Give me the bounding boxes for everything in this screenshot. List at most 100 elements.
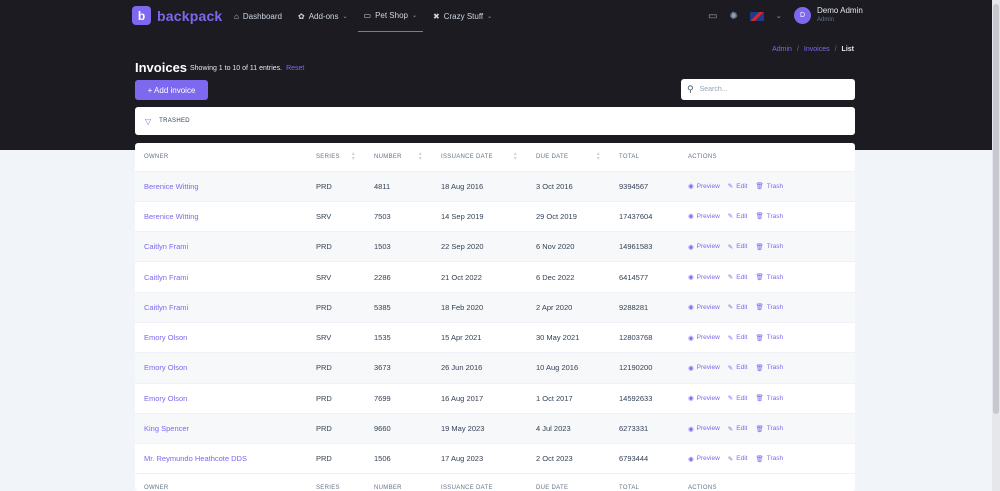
column-label: SERIES	[316, 153, 340, 160]
row-actions: ◉ Preview ✎ Edit 🗑 Trash	[688, 212, 855, 221]
edit-button[interactable]: ✎ Edit	[728, 182, 748, 191]
filter-trashed[interactable]: TRASHED	[159, 118, 190, 124]
brand[interactable]: b backpack	[132, 6, 222, 25]
cell-owner[interactable]: Emory Olson	[135, 321, 307, 353]
trash-label: Trash	[766, 425, 784, 433]
eye-icon: ◉	[688, 304, 694, 312]
preview-button[interactable]: ◉ Preview	[688, 243, 720, 251]
search-input[interactable]	[699, 86, 840, 93]
column-header-series[interactable]: SERIES ▴ ▾	[307, 143, 365, 171]
cell-total: 6793444	[610, 443, 679, 474]
cell-owner[interactable]: Berenice Witting	[135, 170, 307, 202]
user-menu[interactable]: D Demo Admin Admin	[794, 6, 863, 24]
cell-number: 9660	[365, 412, 432, 444]
edit-button[interactable]: ✎ Edit	[728, 243, 748, 251]
preview-button[interactable]: ◉ Preview	[688, 334, 720, 342]
cell-series: PRD	[307, 231, 365, 262]
row-actions: ◉ Preview ✎ Edit 🗑 Trash	[688, 303, 855, 312]
cell-issuance-date: 15 Apr 2021	[432, 321, 527, 353]
cell-owner[interactable]: Mr. Reymundo Heathcote DDS	[135, 443, 307, 474]
nav-item-crazy-stuff[interactable]: ✖ Crazy Stuff ⌄	[427, 0, 498, 32]
nav-item-add-ons[interactable]: ✿ Add-ons ⌄	[292, 0, 354, 32]
trash-button[interactable]: 🗑 Trash	[755, 455, 783, 463]
table-row: Berenice Witting PRD 4811 18 Aug 2016 3 Oct …	[135, 170, 855, 202]
footer-total: TOTAL	[610, 473, 679, 491]
trash-button[interactable]: 🗑 Trash	[755, 243, 783, 251]
cell-owner[interactable]: Caitlyn Frami	[135, 291, 307, 323]
nav-item-label: Dashboard	[242, 11, 282, 21]
monitor-icon[interactable]: ▭	[708, 10, 718, 22]
cell-actions: ◉ Preview ✎ Edit 🗑 Trash	[679, 170, 855, 202]
reset-link[interactable]: Reset	[286, 65, 305, 72]
cell-number: 1503	[365, 231, 432, 262]
user-role: Admin	[817, 17, 835, 23]
edit-button[interactable]: ✎ Edit	[728, 455, 748, 463]
edit-button[interactable]: ✎ Edit	[728, 425, 748, 433]
preview-button[interactable]: ◉ Preview	[688, 394, 720, 403]
trash-label: Trash	[766, 273, 784, 281]
trash-button[interactable]: 🗑 Trash	[755, 212, 783, 221]
cell-series: SRV	[307, 321, 365, 353]
preview-button[interactable]: ◉ Preview	[688, 425, 720, 433]
search-icon: ⚲	[687, 84, 694, 94]
eye-icon: ◉	[688, 334, 694, 342]
scrollbar-thumb[interactable]	[993, 4, 999, 414]
column-header-total[interactable]: TOTAL	[610, 143, 679, 171]
column-header-owner[interactable]: OWNER	[135, 143, 307, 171]
trash-button[interactable]: 🗑 Trash	[755, 303, 783, 312]
cell-owner[interactable]: Emory Olson	[135, 352, 307, 384]
cell-owner[interactable]: Emory Olson	[135, 382, 307, 414]
preview-label: Preview	[696, 212, 720, 220]
cell-series: PRD	[307, 443, 365, 474]
cell-number: 7699	[365, 382, 432, 414]
preview-button[interactable]: ◉ Preview	[688, 182, 720, 191]
trash-button[interactable]: 🗑 Trash	[755, 425, 783, 433]
cell-number: 2286	[365, 261, 432, 293]
theme-icon[interactable]: ✺	[729, 10, 738, 22]
preview-button[interactable]: ◉ Preview	[688, 303, 720, 312]
language-flag-icon[interactable]	[749, 11, 764, 21]
edit-button[interactable]: ✎ Edit	[728, 394, 748, 403]
trash-button[interactable]: 🗑 Trash	[755, 334, 783, 342]
edit-button[interactable]: ✎ Edit	[728, 273, 748, 282]
sort-icon: ▴ ▾	[418, 151, 422, 162]
page-title: Invoices	[135, 60, 188, 75]
breadcrumb-item-invoices[interactable]: Invoices	[803, 46, 830, 53]
edit-button[interactable]: ✎ Edit	[728, 212, 748, 221]
trash-icon: 🗑	[755, 395, 764, 403]
cell-number: 4811	[365, 170, 432, 202]
column-header-issuance-date[interactable]: ISSUANCE DATE ▴ ▾	[432, 143, 527, 171]
cell-due-date: 29 Oct 2019	[527, 200, 610, 232]
trash-label: Trash	[766, 182, 784, 190]
table-footer: OWNER SERIES NUMBER ISSUANCE DATE DUE DA…	[135, 473, 855, 491]
add-invoice-button[interactable]: + Add invoice	[135, 80, 208, 100]
trash-button[interactable]: 🗑 Trash	[755, 364, 783, 372]
cell-owner[interactable]: King Spencer	[135, 412, 307, 444]
preview-button[interactable]: ◉ Preview	[688, 364, 720, 372]
column-header-due-date[interactable]: DUE DATE ▴ ▾	[527, 143, 610, 171]
preview-button[interactable]: ◉ Preview	[688, 273, 720, 282]
edit-button[interactable]: ✎ Edit	[728, 303, 748, 312]
nav-item-pet-shop[interactable]: ▭ Pet Shop ⌄	[357, 0, 424, 32]
trash-button[interactable]: 🗑 Trash	[755, 273, 784, 282]
trash-button[interactable]: 🗑 Trash	[755, 394, 783, 403]
edit-button[interactable]: ✎ Edit	[728, 334, 748, 342]
table-row: Caitlyn Frami PRD 5385 18 Feb 2020 2 Apr 202…	[135, 291, 855, 323]
edit-button[interactable]: ✎ Edit	[728, 364, 748, 372]
chevron-down-icon[interactable]: ⌄	[775, 13, 782, 20]
eye-icon: ◉	[688, 274, 694, 282]
trash-button[interactable]: 🗑 Trash	[755, 182, 784, 191]
cell-owner[interactable]: Berenice Witting	[135, 200, 307, 232]
column-label: TOTAL	[619, 153, 640, 160]
preview-button[interactable]: ◉ Preview	[688, 212, 720, 221]
cell-owner[interactable]: Caitlyn Frami	[135, 231, 307, 262]
nav-item-dashboard[interactable]: ⌂ Dashboard	[228, 0, 288, 32]
column-header-number[interactable]: NUMBER ▴ ▾	[365, 143, 432, 171]
preview-button[interactable]: ◉ Preview	[688, 455, 720, 463]
page-scrollbar[interactable]	[992, 0, 1000, 491]
footer-owner: OWNER	[135, 473, 307, 491]
table-row: King Spencer PRD 9660 19 May 2023 4 Jul 2023…	[135, 412, 855, 444]
cell-due-date: 4 Jul 2023	[527, 412, 610, 444]
breadcrumb-item-admin[interactable]: Admin	[772, 46, 792, 53]
cell-owner[interactable]: Caitlyn Frami	[135, 261, 307, 293]
